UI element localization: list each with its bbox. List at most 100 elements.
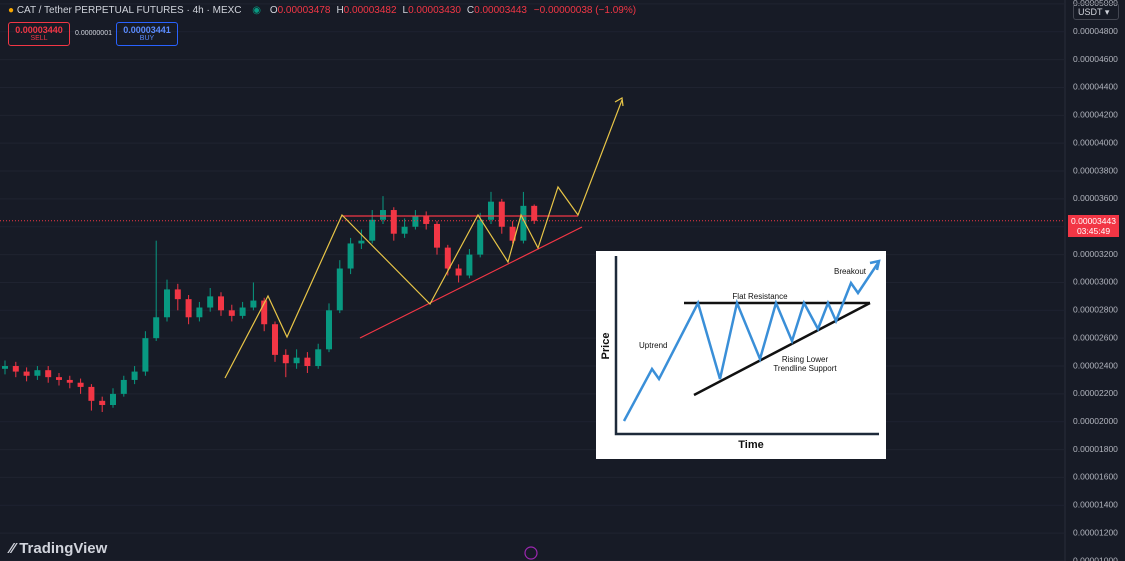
candle-body <box>401 226 408 234</box>
inset-price-line <box>622 262 880 422</box>
last-price: 0.00003443 <box>1071 215 1116 226</box>
support-line <box>359 226 583 339</box>
candle-body <box>477 219 484 255</box>
inset-annotation: Trendline Support <box>773 364 837 373</box>
sell-label: SELL <box>30 35 48 42</box>
candle-body <box>250 300 257 308</box>
inset-axes <box>614 256 879 436</box>
y-tick-label: 0.00001200 <box>1073 527 1118 537</box>
price-tag: 0.00003443 03:45:49 <box>1068 214 1119 237</box>
candle-body <box>455 268 462 276</box>
change: −0.00000038 (−1.09%) <box>533 5 637 16</box>
arrow-head <box>614 97 624 107</box>
currency-select[interactable]: USDT ▾ <box>1073 3 1119 20</box>
logo[interactable]: ⁄⁄ TradingView <box>10 540 108 557</box>
candle-body <box>498 201 505 227</box>
spread: 0.00000001 <box>75 30 112 37</box>
candle-body <box>369 219 376 241</box>
ohlc-value: 0.00003430 <box>408 5 461 16</box>
symbol[interactable]: CAT / Tether PERPETUAL FUTURES · 4h · ME… <box>16 5 242 16</box>
candle-body <box>207 296 214 308</box>
candle-body <box>164 289 170 318</box>
ohlc-value: 0.00003478 <box>277 5 331 16</box>
countdown: 03:45:49 <box>1076 225 1111 236</box>
candle-body <box>218 296 224 311</box>
y-tick-label: 0.00001400 <box>1073 500 1118 510</box>
y-tick-label: 0.00004000 <box>1073 137 1118 147</box>
legend-header: ● CAT / Tether PERPETUAL FUTURES · 4h · … <box>8 5 637 16</box>
y-tick-label: 0.00004400 <box>1073 82 1118 92</box>
candle-body <box>444 247 451 269</box>
candle-body <box>45 370 52 378</box>
candle-body <box>390 210 397 234</box>
y-tick-label: 0.00003000 <box>1073 277 1118 287</box>
ohlc-value: 0.00003443 <box>474 5 527 16</box>
inset-annotation: Uptrend <box>639 341 667 350</box>
inset-arrow <box>869 259 881 271</box>
ohlc-key: H <box>336 5 344 16</box>
replay-icon[interactable] <box>524 546 538 560</box>
candle-body <box>434 223 440 248</box>
candle-body <box>520 205 527 241</box>
candle-body <box>239 307 246 316</box>
inset-annotation: Rising Lower <box>782 355 829 364</box>
candle-body <box>185 299 192 318</box>
inset-x-label: Time <box>738 439 763 451</box>
ohlc-key: L <box>402 5 409 16</box>
candle-body <box>423 215 430 224</box>
candle-body <box>23 371 30 376</box>
candle-body <box>131 371 138 380</box>
candle-body <box>272 324 278 355</box>
y-tick-label: 0.00001000 <box>1073 555 1118 561</box>
candle-body <box>228 310 235 316</box>
candle-body <box>66 379 73 383</box>
candle-body <box>466 254 473 276</box>
y-tick-label: 0.00002600 <box>1073 332 1118 342</box>
candle-body <box>56 377 62 380</box>
candle-body <box>261 300 268 325</box>
inset-support <box>693 301 871 397</box>
y-tick-label: 0.00003200 <box>1073 249 1118 259</box>
inset-bg <box>596 251 886 459</box>
candle-body <box>110 393 116 406</box>
inset-image: Price Time Uptrend Flat Resistance Break… <box>596 251 886 459</box>
y-tick-label: 0.00005000 <box>1073 0 1118 8</box>
candle-body <box>174 289 181 300</box>
candle-body <box>412 215 419 227</box>
candle-body <box>358 240 365 244</box>
inset-annotation: Flat Resistance <box>732 292 788 301</box>
inset-annotation: Breakout <box>834 267 867 276</box>
logo-text: TradingView <box>19 540 108 557</box>
buy-label: BUY <box>139 35 155 42</box>
sell-price: 0.00003440 <box>15 25 63 35</box>
currency: USDT <box>1078 7 1103 17</box>
ohlc-key: O <box>269 5 278 16</box>
candle-body <box>153 317 160 339</box>
candle-body <box>2 366 8 369</box>
y-tick-label: 0.00003800 <box>1073 165 1118 175</box>
candle-body <box>282 354 289 364</box>
zigzag <box>224 99 623 379</box>
y-tick-label: 0.00002000 <box>1073 416 1118 426</box>
y-tick-label: 0.00004800 <box>1073 26 1118 36</box>
y-tick-label: 0.00002400 <box>1073 360 1118 370</box>
inset-y-label: Price <box>600 333 612 360</box>
candle-body <box>380 210 386 220</box>
buy-button[interactable]: 0.00003441 BUY <box>116 22 178 46</box>
candle-body <box>142 338 149 372</box>
sell-button[interactable]: 0.00003440 SELL <box>8 22 70 46</box>
candle-body <box>99 400 106 406</box>
candle-body <box>488 201 494 220</box>
y-tick-label: 0.00001600 <box>1073 472 1118 482</box>
candle-body <box>293 357 300 364</box>
ohlc-value: 0.00003482 <box>343 5 397 16</box>
y-tick-label: 0.00003600 <box>1073 193 1118 203</box>
buy-price: 0.00003441 <box>123 25 171 35</box>
drawings <box>224 97 624 560</box>
candle-body <box>120 379 127 394</box>
ohlc-key: C <box>466 5 475 16</box>
candle-body <box>509 226 516 241</box>
y-tick-label: 0.00004600 <box>1073 54 1118 64</box>
